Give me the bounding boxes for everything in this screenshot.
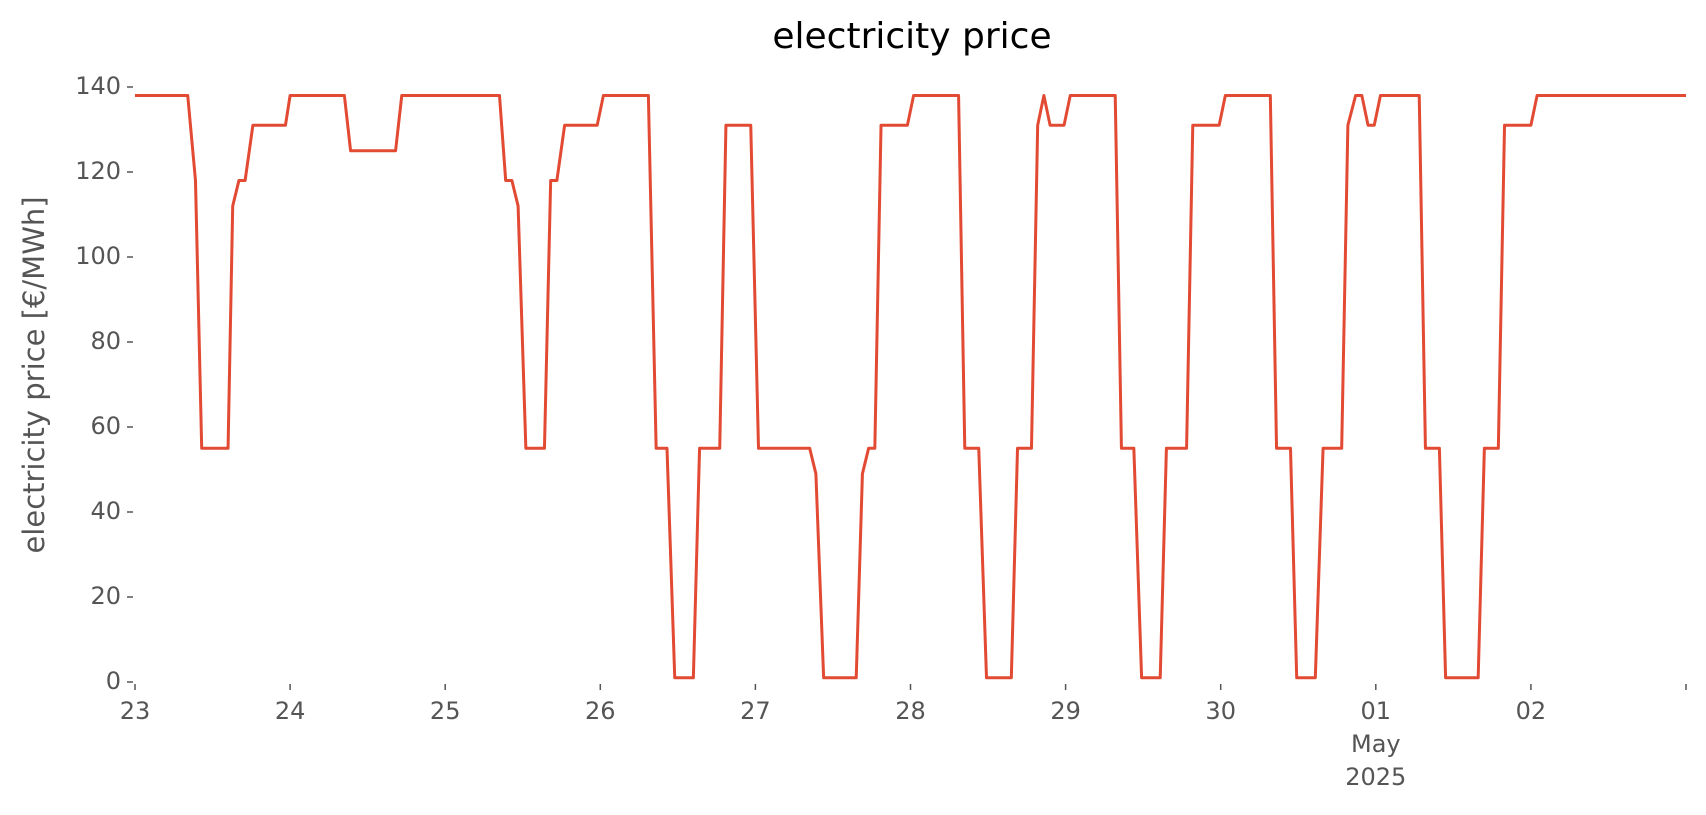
y-tick-label: 120 <box>75 157 121 185</box>
x-tick-label: 29 <box>1050 697 1081 725</box>
x-tick-label: 28 <box>895 697 926 725</box>
x-tick-label: 24 <box>275 697 306 725</box>
y-tick-label: 0 <box>106 667 121 695</box>
price-line <box>135 94 1686 680</box>
y-tick-label: 20 <box>90 582 121 610</box>
y-axis-label: electricity price [€/MWh] <box>17 196 51 553</box>
y-tick-label: 100 <box>75 242 121 270</box>
y-tick-label: 140 <box>75 72 121 100</box>
y-tick-label: 80 <box>90 327 121 355</box>
x-tick-label: 02 <box>1516 697 1547 725</box>
x-tick-label: 27 <box>740 697 771 725</box>
x-month-label: May <box>1351 730 1401 758</box>
chart-title: electricity price <box>772 16 1051 57</box>
y-tick-label: 40 <box>90 497 121 525</box>
x-year-label: 2025 <box>1345 763 1406 791</box>
y-tick-label: 60 <box>90 412 121 440</box>
x-tick-label: 25 <box>430 697 461 725</box>
x-tick-label: 30 <box>1205 697 1236 725</box>
x-tick-label: 26 <box>585 697 616 725</box>
x-tick-label: 01 <box>1361 697 1392 725</box>
x-tick-label: 23 <box>120 697 151 725</box>
